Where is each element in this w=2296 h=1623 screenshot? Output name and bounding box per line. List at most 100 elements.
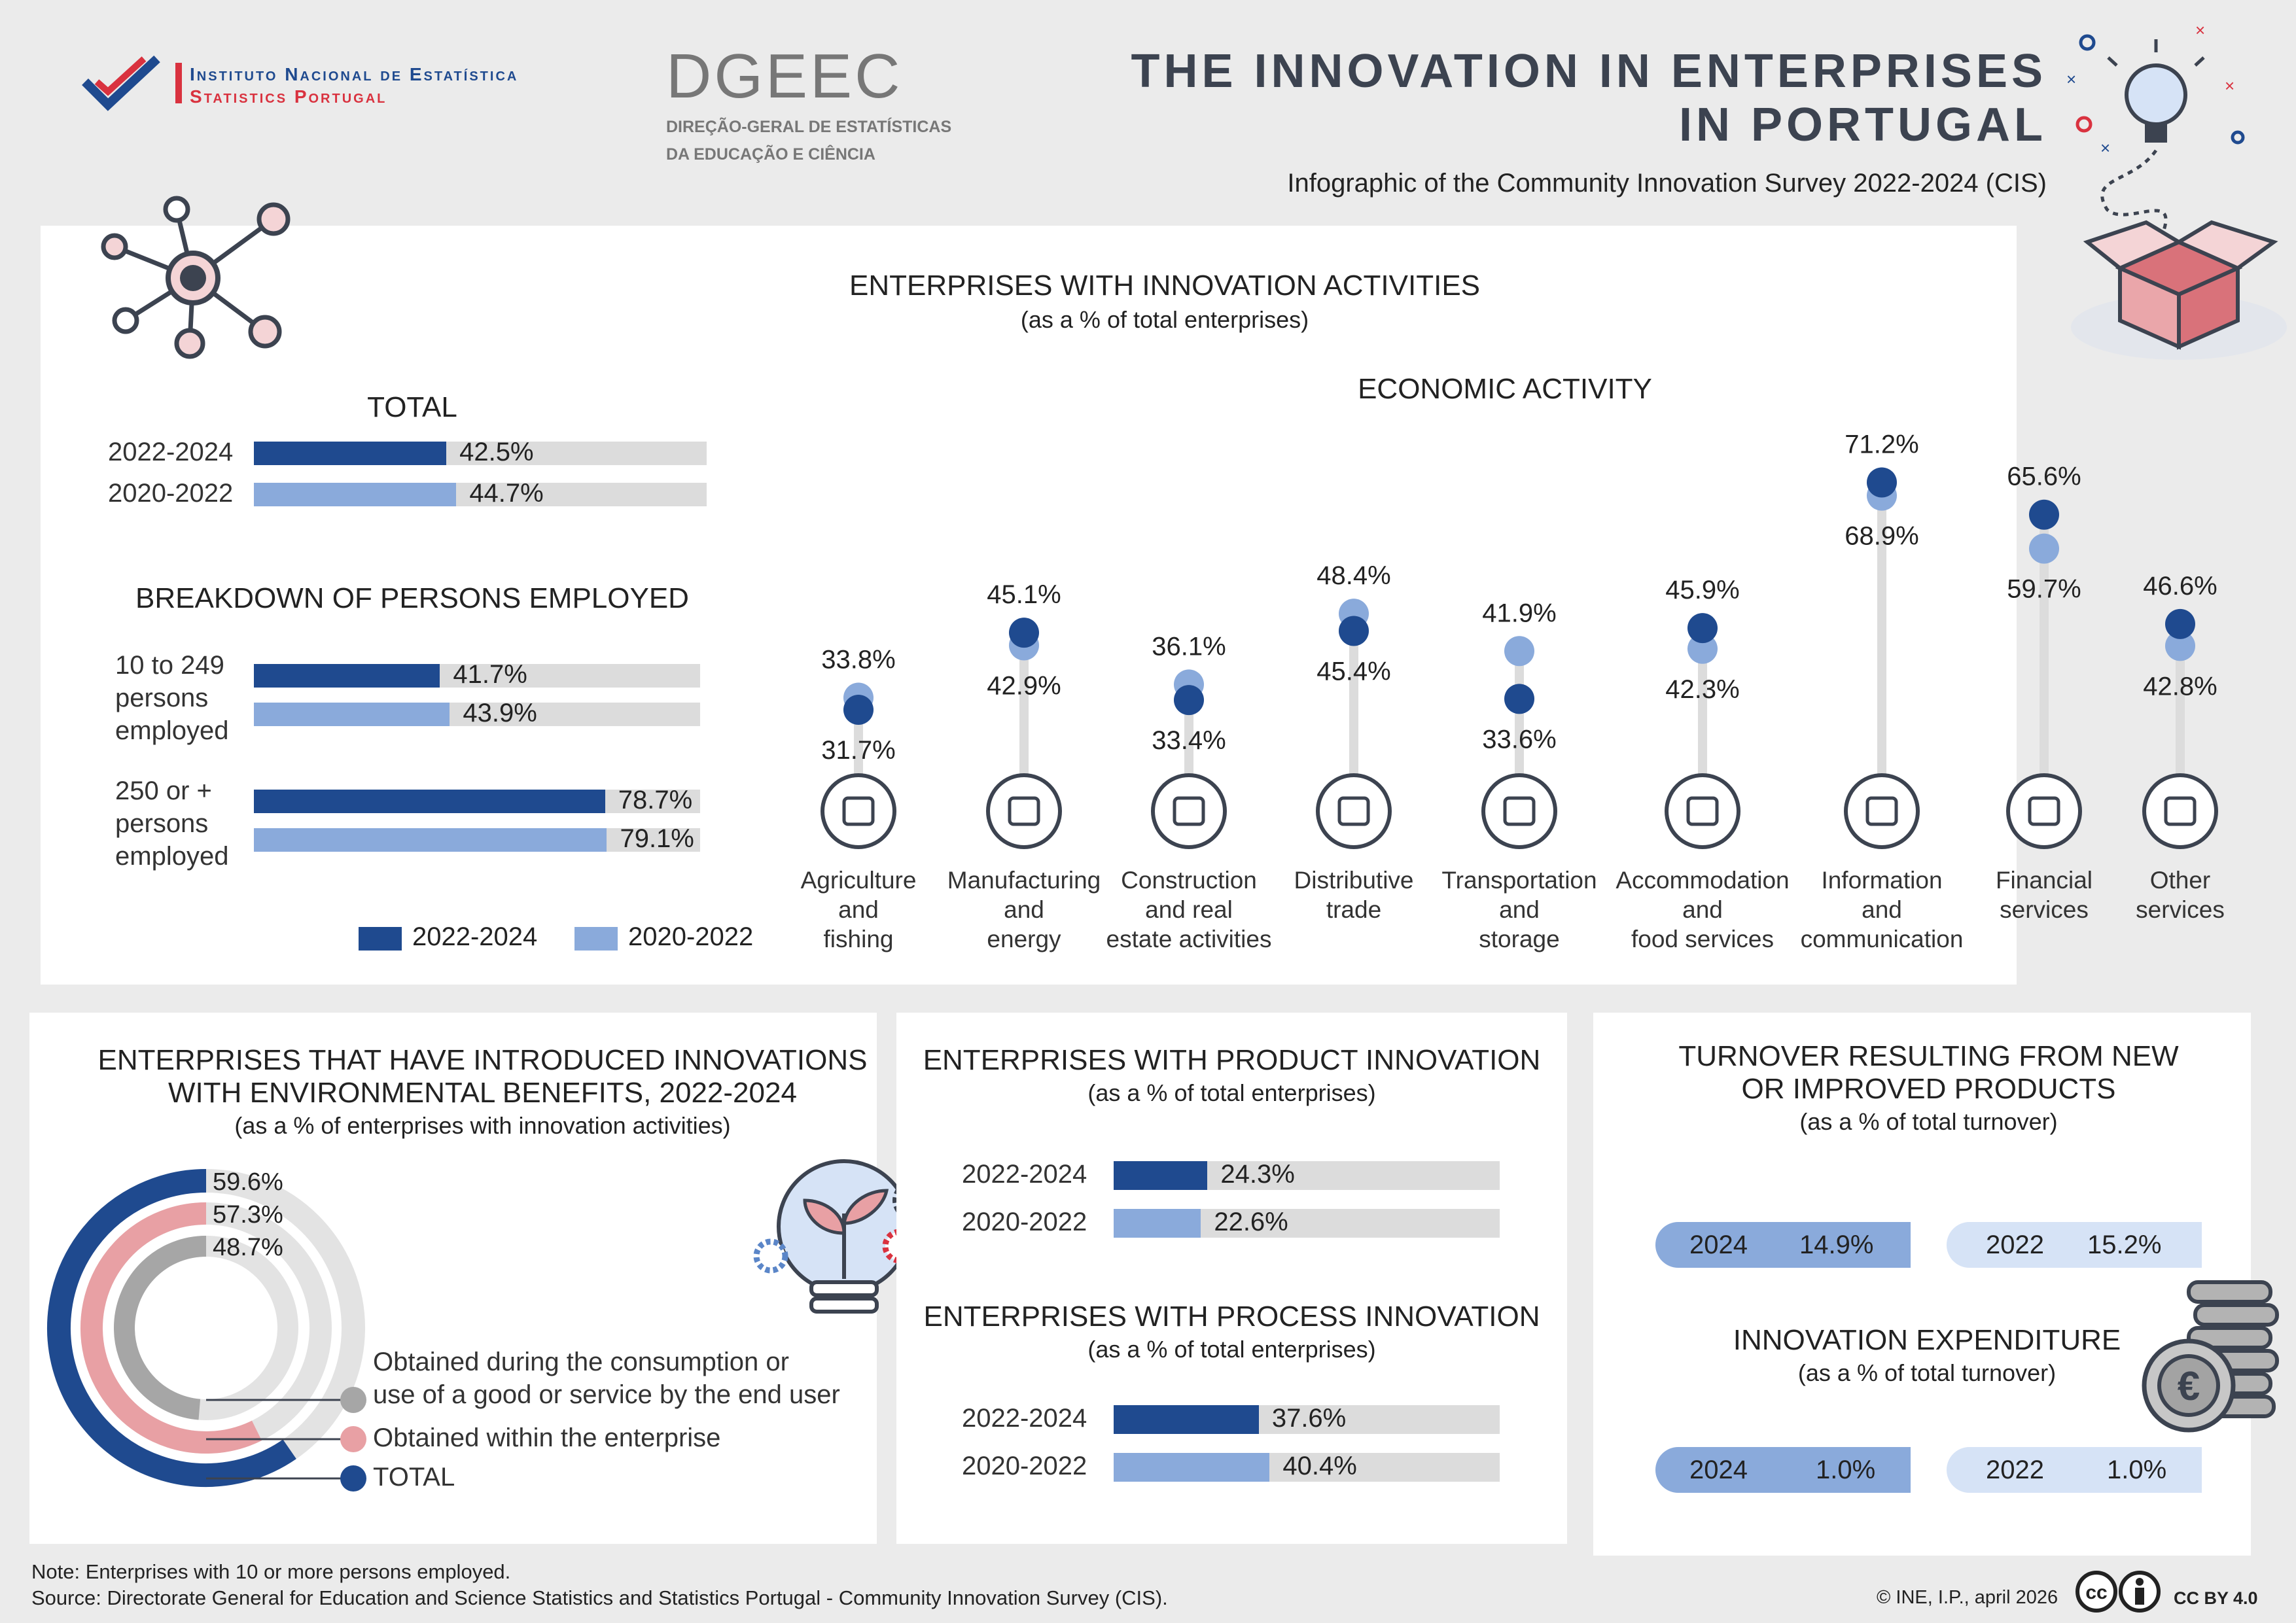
total-2020-2022-bar bbox=[254, 483, 457, 506]
process-subtitle: (as a % of total enterprises) bbox=[1087, 1336, 1376, 1363]
activity-category-label: services bbox=[2000, 896, 2089, 923]
page-title-line2: IN PORTUGAL bbox=[1679, 99, 2047, 151]
product-2022-2024-bar bbox=[1114, 1161, 1208, 1190]
activity-dot-2022-2024 bbox=[1504, 684, 1534, 714]
activity-dot-2022-2024 bbox=[1339, 616, 1369, 646]
environment-subtitle: (as a % of enterprises with innovation a… bbox=[234, 1112, 731, 1139]
activity-category-label: estate activities bbox=[1106, 926, 1272, 952]
svg-text:×: × bbox=[2195, 20, 2205, 40]
innovation-title: ENTERPRISES WITH INNOVATION ACTIVITIES bbox=[849, 270, 1481, 302]
activity-top-label: 48.4% bbox=[1316, 561, 1390, 590]
breakdown-1-name-line: 250 or + bbox=[115, 777, 212, 805]
activity-category-label: Transportation bbox=[1441, 867, 1597, 894]
expenditure-subtitle: (as a % of total turnover) bbox=[1797, 1359, 2057, 1386]
footer-license: CC BY 4.0 bbox=[2174, 1588, 2258, 1608]
total-2020-2022-period: 2020-2022 bbox=[108, 479, 234, 508]
activity-icon bbox=[1316, 773, 1392, 849]
footer-note: Note: Enterprises with 10 or more person… bbox=[31, 1560, 511, 1583]
coins-euro-icon: € bbox=[2142, 1280, 2279, 1433]
activity-bottom-label: 33.4% bbox=[1152, 726, 1226, 755]
activity-icon-glyph bbox=[842, 796, 875, 826]
ring-legend-marker bbox=[340, 1387, 366, 1413]
network-icon bbox=[101, 196, 291, 359]
total-title: TOTAL bbox=[367, 391, 457, 423]
product-title: ENTERPRISES WITH PRODUCT INNOVATION bbox=[923, 1044, 1541, 1076]
svg-text:×: × bbox=[2100, 138, 2110, 158]
turnover-subtitle: (as a % of total turnover) bbox=[1799, 1108, 2058, 1135]
activity-bottom-label: 31.7% bbox=[821, 736, 895, 765]
activity-icon-glyph bbox=[1008, 796, 1040, 826]
activity-icon-glyph bbox=[1173, 796, 1205, 826]
environment-title-line2: WITH ENVIRONMENTAL BENEFITS, 2022-2024 bbox=[168, 1077, 797, 1109]
innovation-subtitle: (as a % of total enterprises) bbox=[1020, 306, 1309, 333]
process-2020-2022-value: 40.4% bbox=[1282, 1452, 1357, 1480]
process-2022-2024-period: 2022-2024 bbox=[962, 1404, 1087, 1433]
activity-dot-2020-2022 bbox=[2165, 631, 2195, 661]
activity-icon bbox=[1844, 773, 1920, 849]
svg-text:cc: cc bbox=[2085, 1582, 2107, 1603]
total-2022-2024-value: 42.5% bbox=[459, 438, 534, 466]
dgeec-logo: DGEEC bbox=[666, 41, 903, 111]
product-2022-2024-value: 24.3% bbox=[1220, 1160, 1295, 1189]
breakdown-1-2022-2024-value: 78.7% bbox=[618, 786, 693, 814]
process-2020-2022-period: 2020-2022 bbox=[962, 1452, 1087, 1480]
page-title-line1: THE INNOVATION IN ENTERPRISES bbox=[1131, 45, 2047, 97]
turnover-2024-year: 2024 bbox=[1689, 1230, 1748, 1259]
activity-category-label: and bbox=[1682, 896, 1723, 923]
svg-text:×: × bbox=[2225, 76, 2234, 96]
legend-2022-2024-label: 2022-2024 bbox=[412, 922, 538, 951]
legend-total: TOTAL bbox=[373, 1463, 455, 1492]
activity-category-label: Manufacturing bbox=[947, 867, 1101, 894]
legend-2020-2022-swatch bbox=[574, 927, 618, 951]
activity-category-label: storage bbox=[1479, 926, 1559, 952]
legend-consumption-line2: use of a good or service by the end user bbox=[373, 1380, 840, 1409]
expenditure-2022-year: 2022 bbox=[1986, 1455, 2044, 1484]
turnover-2022-pill: 2022 15.2% bbox=[1947, 1222, 2202, 1268]
expenditure-2024-value: 1.0% bbox=[1816, 1455, 1876, 1484]
breakdown-1-2022-2024-bar bbox=[254, 790, 605, 813]
activity-icon-glyph bbox=[1686, 796, 1719, 826]
breakdown-0-name-line: persons bbox=[115, 684, 209, 712]
turnover-2022-year: 2022 bbox=[1986, 1230, 2044, 1259]
product-2020-2022-value: 22.6% bbox=[1214, 1208, 1288, 1236]
svg-text:×: × bbox=[2066, 69, 2076, 89]
activity-category-label: and bbox=[838, 896, 879, 923]
environment-title-line1: ENTERPRISES THAT HAVE INTRODUCED INNOVAT… bbox=[97, 1044, 868, 1076]
activity-top-label: 45.9% bbox=[1665, 576, 1739, 604]
page-subtitle: Infographic of the Community Innovation … bbox=[1287, 169, 2047, 198]
environment-panel bbox=[29, 1013, 877, 1544]
activity-category-label: Agriculture bbox=[801, 867, 917, 894]
activity-icon-glyph bbox=[1865, 796, 1898, 826]
activity-top-label: 36.1% bbox=[1152, 632, 1226, 661]
activity-bottom-label: 45.4% bbox=[1316, 657, 1390, 686]
activity-dot-2022-2024 bbox=[1174, 685, 1204, 716]
ring-value-label: 59.6% bbox=[213, 1168, 283, 1196]
activity-icon bbox=[986, 773, 1062, 849]
activity-icon-glyph bbox=[2164, 796, 2197, 826]
activity-top-label: 71.2% bbox=[1845, 430, 1918, 459]
activity-category-label: fishing bbox=[824, 926, 894, 952]
activity-category-label: Information bbox=[1821, 867, 1942, 894]
ine-logo-icon bbox=[82, 55, 160, 111]
process-2022-2024-value: 37.6% bbox=[1271, 1404, 1347, 1433]
activity-bottom-label: 42.8% bbox=[2143, 672, 2217, 701]
breakdown-1-name-line: employed bbox=[115, 842, 229, 871]
footer-copyright: © INE, I.P., april 2026 bbox=[1877, 1587, 2058, 1608]
turnover-title-line2: OR IMPROVED PRODUCTS bbox=[1741, 1073, 2116, 1105]
activity-bottom-label: 42.3% bbox=[1665, 675, 1739, 704]
activity-dot-2020-2022 bbox=[1504, 636, 1534, 667]
activity-bottom-label: 68.9% bbox=[1845, 522, 1918, 551]
activity-dot-2020-2022 bbox=[2029, 533, 2059, 564]
footer-source: Source: Directorate General for Educatio… bbox=[31, 1586, 1168, 1609]
activity-icon bbox=[1481, 773, 1557, 849]
total-2020-2022-value: 44.7% bbox=[469, 479, 544, 508]
activity-dot-2022-2024 bbox=[2165, 608, 2195, 639]
total-2022-2024-period: 2022-2024 bbox=[108, 438, 234, 466]
turnover-2024-value: 14.9% bbox=[1799, 1230, 1874, 1259]
activity-top-label: 41.9% bbox=[1482, 599, 1556, 627]
breakdown-1-name-line: persons bbox=[115, 809, 209, 838]
breakdown-title: BREAKDOWN OF PERSONS EMPLOYED bbox=[135, 582, 689, 614]
expenditure-2022-value: 1.0% bbox=[2107, 1455, 2167, 1484]
activity-icon bbox=[1151, 773, 1227, 849]
breakdown-0-2020-2022-value: 43.9% bbox=[463, 699, 537, 727]
